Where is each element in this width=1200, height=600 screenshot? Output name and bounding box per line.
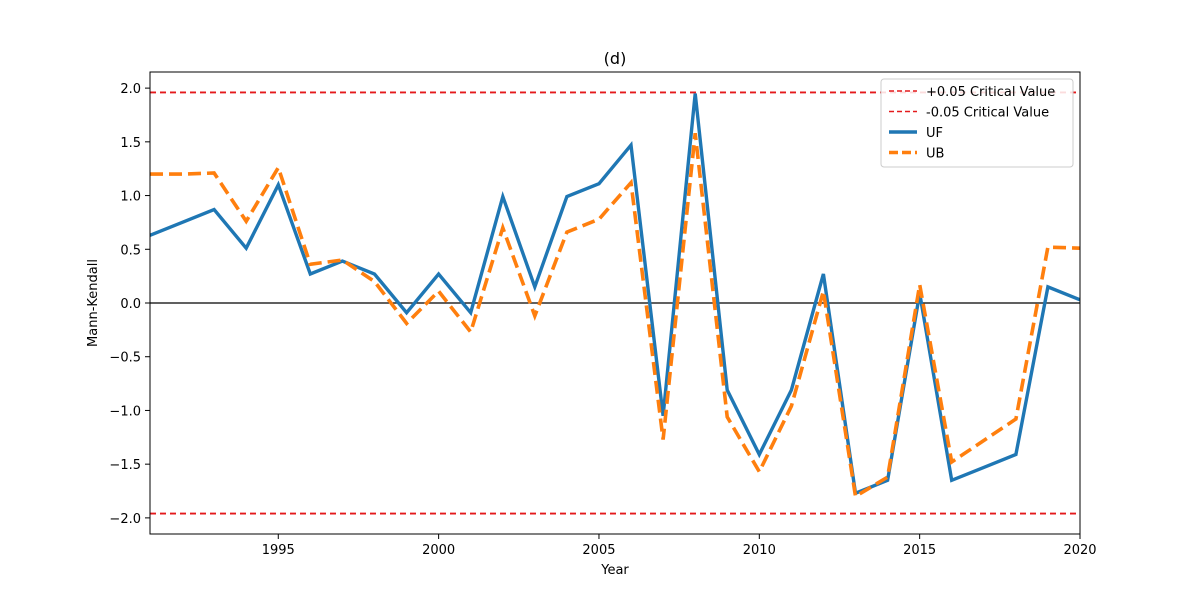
legend-label: -0.05 Critical Value xyxy=(926,106,1049,121)
y-tick-label: 1.5 xyxy=(120,136,141,151)
y-tick-label: 2.0 xyxy=(120,82,141,97)
y-tick-label: −1.0 xyxy=(109,404,141,419)
y-tick-label: 1.0 xyxy=(120,190,141,205)
x-tick-label: 2015 xyxy=(903,543,936,558)
x-axis: 1995 2000 2005 2010 2015 2020 xyxy=(262,534,1097,558)
series-lines xyxy=(150,93,1080,500)
chart-title: (d) xyxy=(604,49,627,68)
x-axis-label: Year xyxy=(600,563,629,578)
y-tick-label: −1.5 xyxy=(109,458,141,473)
y-axis: 2.0 1.5 1.0 0.5 0.0 −0.5 −1.0 −1.5 −2.0 xyxy=(109,82,150,527)
legend-label: UB xyxy=(926,147,944,162)
y-tick-label: −0.5 xyxy=(109,351,141,366)
x-tick-label: 2020 xyxy=(1063,543,1096,558)
x-tick-label: 2005 xyxy=(582,543,615,558)
x-tick-label: 2000 xyxy=(422,543,455,558)
series-line-ub xyxy=(150,132,1080,500)
legend-box xyxy=(880,78,1074,168)
y-tick-label: −2.0 xyxy=(109,512,141,527)
y-axis-label: Mann-Kendall xyxy=(86,259,101,347)
x-tick-label: 1995 xyxy=(262,543,295,558)
y-tick-label: 0.0 xyxy=(120,297,141,312)
series-line-uf xyxy=(150,93,1080,496)
legend-label: +0.05 Critical Value xyxy=(926,85,1055,100)
y-tick-label: 0.5 xyxy=(120,243,141,258)
x-tick-label: 2010 xyxy=(743,543,776,558)
legend: +0.05 Critical Value -0.05 Critical Value… xyxy=(880,78,1074,168)
legend-label: UF xyxy=(926,126,943,141)
